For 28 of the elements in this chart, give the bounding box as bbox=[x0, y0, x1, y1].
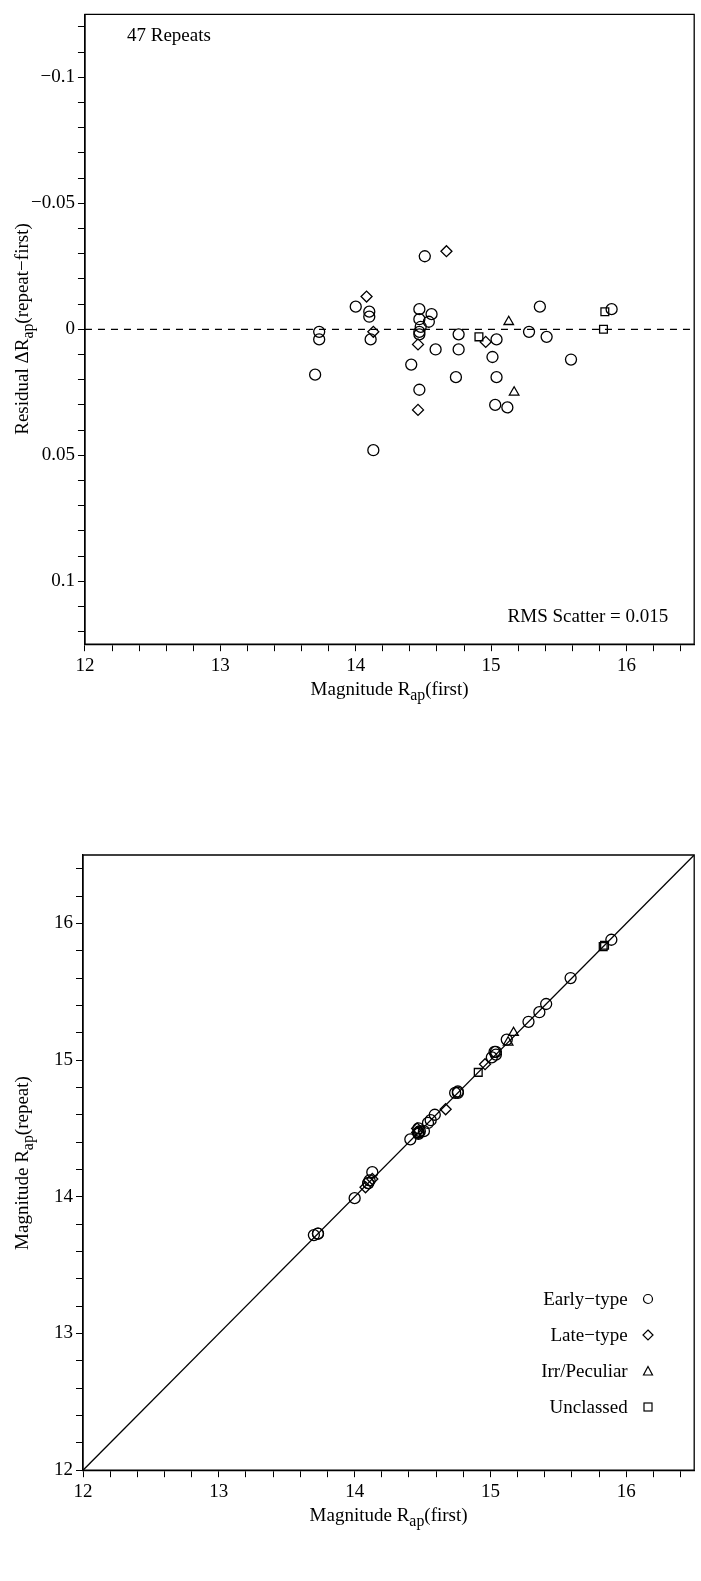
y-tick-label: −0.05 bbox=[31, 191, 75, 213]
y-tick-label: 14 bbox=[54, 1184, 74, 1206]
legend-label: Irr/Peculiar bbox=[541, 1360, 628, 1383]
x-tick-label: 12 bbox=[73, 1479, 93, 1501]
x-axis-title: Magnitude R$_{ap}$(first) bbox=[310, 678, 469, 704]
y-tick-label: 13 bbox=[54, 1321, 73, 1343]
x-tick-label: 15 bbox=[480, 1479, 500, 1501]
legend-label: Late−type bbox=[550, 1324, 628, 1347]
x-tick-label: 12 bbox=[75, 653, 95, 675]
y-tick-label: 0.05 bbox=[41, 443, 75, 465]
x-tick-label: 15 bbox=[481, 653, 501, 675]
legend-label: Unclassed bbox=[549, 1396, 628, 1419]
legend-label: Early−type bbox=[543, 1288, 628, 1311]
y-tick-label: 15 bbox=[54, 1048, 73, 1070]
y-tick-label: 0.1 bbox=[51, 569, 75, 591]
annotation: 47 Repeats bbox=[126, 23, 211, 45]
y-tick-label: 12 bbox=[54, 1458, 73, 1480]
x-tick-label: 14 bbox=[346, 653, 366, 675]
x-tick-label: 16 bbox=[617, 653, 637, 675]
y-tick-label: −0.1 bbox=[40, 65, 75, 87]
y-tick-label: 0 bbox=[65, 317, 75, 339]
x-tick-label: 13 bbox=[210, 653, 230, 675]
annotation: RMS Scatter = 0.015 bbox=[507, 604, 669, 626]
y-tick-label: 16 bbox=[54, 911, 73, 933]
x-tick-label: 16 bbox=[616, 1479, 636, 1501]
x-axis-title: Magnitude R$_{ap}$(first) bbox=[309, 1504, 468, 1530]
x-tick-label: 14 bbox=[345, 1479, 365, 1501]
x-tick-label: 13 bbox=[209, 1479, 229, 1501]
